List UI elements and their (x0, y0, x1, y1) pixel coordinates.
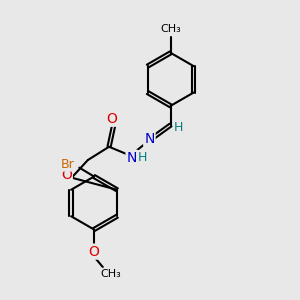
Text: CH₃: CH₃ (100, 269, 121, 279)
Text: H: H (174, 121, 183, 134)
Text: O: O (88, 244, 100, 259)
Text: O: O (61, 168, 72, 182)
Text: O: O (106, 112, 118, 126)
Text: CH₃: CH₃ (160, 24, 181, 34)
Text: N: N (144, 132, 154, 146)
Text: Br: Br (61, 158, 74, 171)
Text: H: H (138, 151, 147, 164)
Text: N: N (127, 151, 137, 165)
